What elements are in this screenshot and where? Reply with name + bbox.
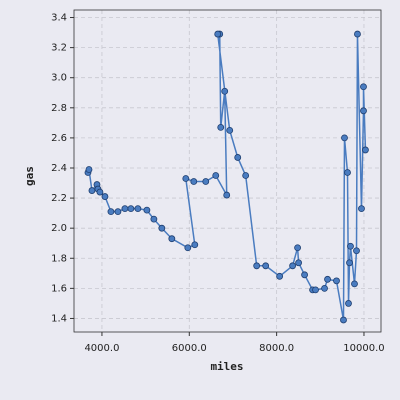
x-tick-label: 10000.0 — [343, 343, 384, 354]
y-tick-label: 2.4 — [51, 163, 67, 174]
point — [346, 259, 353, 267]
point — [340, 316, 347, 324]
point — [217, 123, 225, 131]
y-tick-label: 2.2 — [51, 193, 67, 204]
x-axis-label: miles — [210, 360, 243, 373]
y-tick-label: 3.2 — [51, 43, 67, 54]
y-tick-label: 2.6 — [51, 133, 67, 144]
point — [344, 169, 351, 176]
y-tick-label: 1.4 — [51, 313, 67, 324]
point — [114, 208, 122, 216]
point — [127, 205, 135, 213]
point — [214, 30, 222, 38]
point — [107, 208, 115, 216]
y-tick-label: 1.8 — [51, 253, 67, 264]
point — [354, 30, 361, 38]
y-axis-label: gas — [23, 166, 36, 186]
point — [295, 259, 302, 267]
point — [262, 262, 270, 270]
point — [347, 242, 354, 250]
point — [226, 126, 234, 134]
point — [276, 272, 284, 280]
point — [362, 146, 369, 154]
point — [182, 175, 190, 182]
point — [301, 271, 308, 279]
point — [143, 206, 151, 214]
point — [321, 284, 328, 292]
point — [289, 262, 297, 270]
point — [212, 172, 220, 179]
point — [202, 178, 210, 185]
point — [341, 134, 348, 142]
point — [221, 87, 229, 95]
y-tick-label: 1.6 — [51, 283, 67, 294]
x-tick-label: 8000.0 — [259, 343, 294, 354]
y-tick-label: 3.0 — [51, 73, 67, 84]
y-tick-label: 2.8 — [51, 103, 67, 114]
x-tick-label: 6000.0 — [172, 343, 207, 354]
point — [101, 193, 109, 200]
y-tick-label: 3.4 — [51, 13, 67, 24]
point — [184, 244, 192, 252]
y-tick-label: 2.0 — [51, 223, 67, 234]
point — [158, 224, 166, 232]
point — [312, 286, 319, 294]
point — [345, 300, 352, 307]
x-tick-label: 4000.0 — [84, 343, 119, 354]
point — [223, 191, 231, 199]
point — [121, 205, 129, 213]
point — [294, 244, 301, 252]
point — [358, 205, 365, 213]
point — [242, 172, 250, 179]
point — [324, 275, 331, 283]
point — [85, 166, 93, 173]
point — [96, 188, 104, 196]
point — [360, 107, 367, 115]
point — [360, 83, 367, 91]
point — [234, 154, 242, 161]
point — [190, 178, 198, 185]
point — [168, 235, 176, 243]
point — [353, 247, 360, 255]
point — [333, 277, 340, 285]
point — [253, 262, 261, 270]
point — [134, 205, 142, 213]
point — [191, 241, 199, 249]
point — [351, 280, 358, 288]
point — [88, 187, 96, 194]
point — [150, 215, 158, 223]
plot-frame — [73, 9, 382, 333]
